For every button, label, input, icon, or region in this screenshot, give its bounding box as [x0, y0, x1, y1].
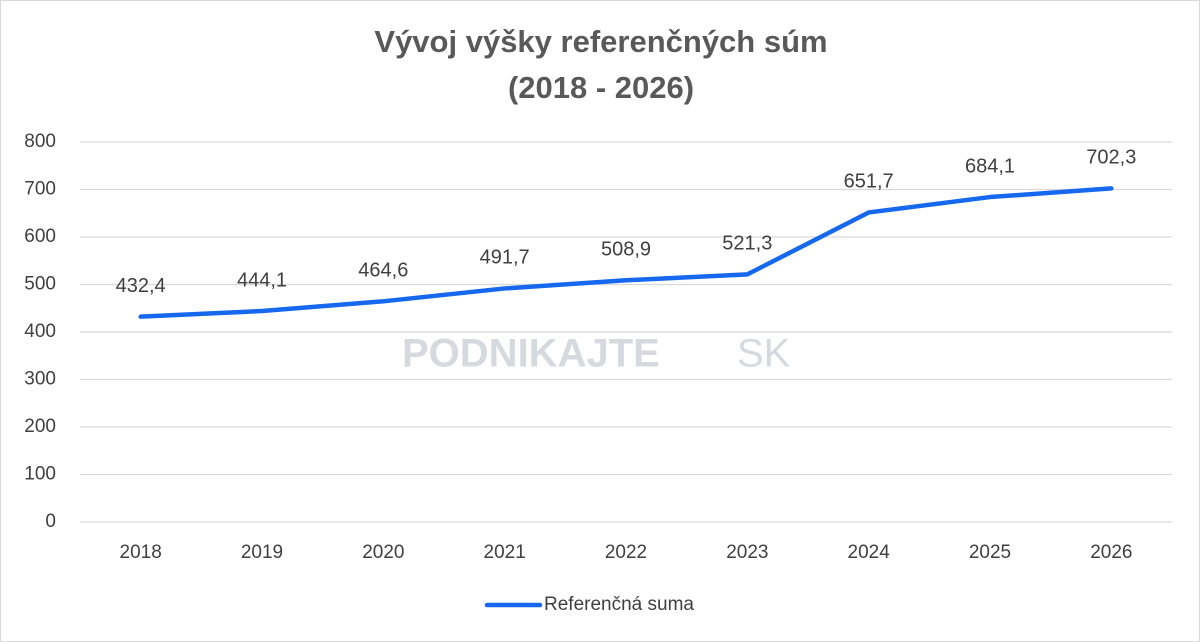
series-line — [138, 186, 1114, 319]
x-tick-label: 2023 — [726, 542, 768, 563]
y-tick-label: 700 — [24, 179, 56, 200]
y-tick-label: 400 — [24, 321, 56, 342]
y-tick-label: 500 — [24, 274, 56, 295]
x-tick-label: 2021 — [484, 542, 526, 563]
x-tick-label: 2018 — [120, 542, 162, 563]
data-label: 444,1 — [237, 269, 287, 291]
x-tick-label: 2024 — [848, 542, 891, 563]
data-label: 508,9 — [601, 239, 651, 261]
y-tick-label: 300 — [24, 369, 56, 390]
y-tick-label: 800 — [24, 131, 56, 152]
watermark-text: PODNIKAJTE — [402, 332, 660, 376]
data-label: 684,1 — [965, 155, 1015, 177]
data-label: 702,3 — [1086, 147, 1136, 169]
legend-label: Referenčná suma — [544, 594, 694, 615]
x-tick-label: 2022 — [605, 542, 647, 563]
x-tick-label: 2025 — [969, 542, 1011, 563]
data-label: 464,6 — [358, 260, 408, 282]
x-tick-label: 2026 — [1090, 542, 1132, 563]
data-label: 491,7 — [480, 247, 530, 269]
y-tick-label: 200 — [24, 416, 56, 437]
x-tick-label: 2019 — [241, 542, 283, 563]
chart-title: Vývoj výšky referenčných súm — [374, 24, 827, 59]
data-label: 521,3 — [722, 233, 772, 255]
data-label: 651,7 — [844, 171, 894, 193]
y-tick-label: 0 — [45, 511, 56, 532]
watermark: PODNIKAJTE SK — [402, 332, 791, 376]
x-tick-label: 2020 — [362, 542, 404, 563]
watermark-text: SK — [737, 332, 791, 376]
chart-subtitle: (2018 - 2026) — [508, 70, 694, 105]
y-tick-label: 100 — [24, 464, 56, 485]
data-label: 432,4 — [116, 275, 166, 297]
y-tick-label: 600 — [24, 226, 56, 247]
